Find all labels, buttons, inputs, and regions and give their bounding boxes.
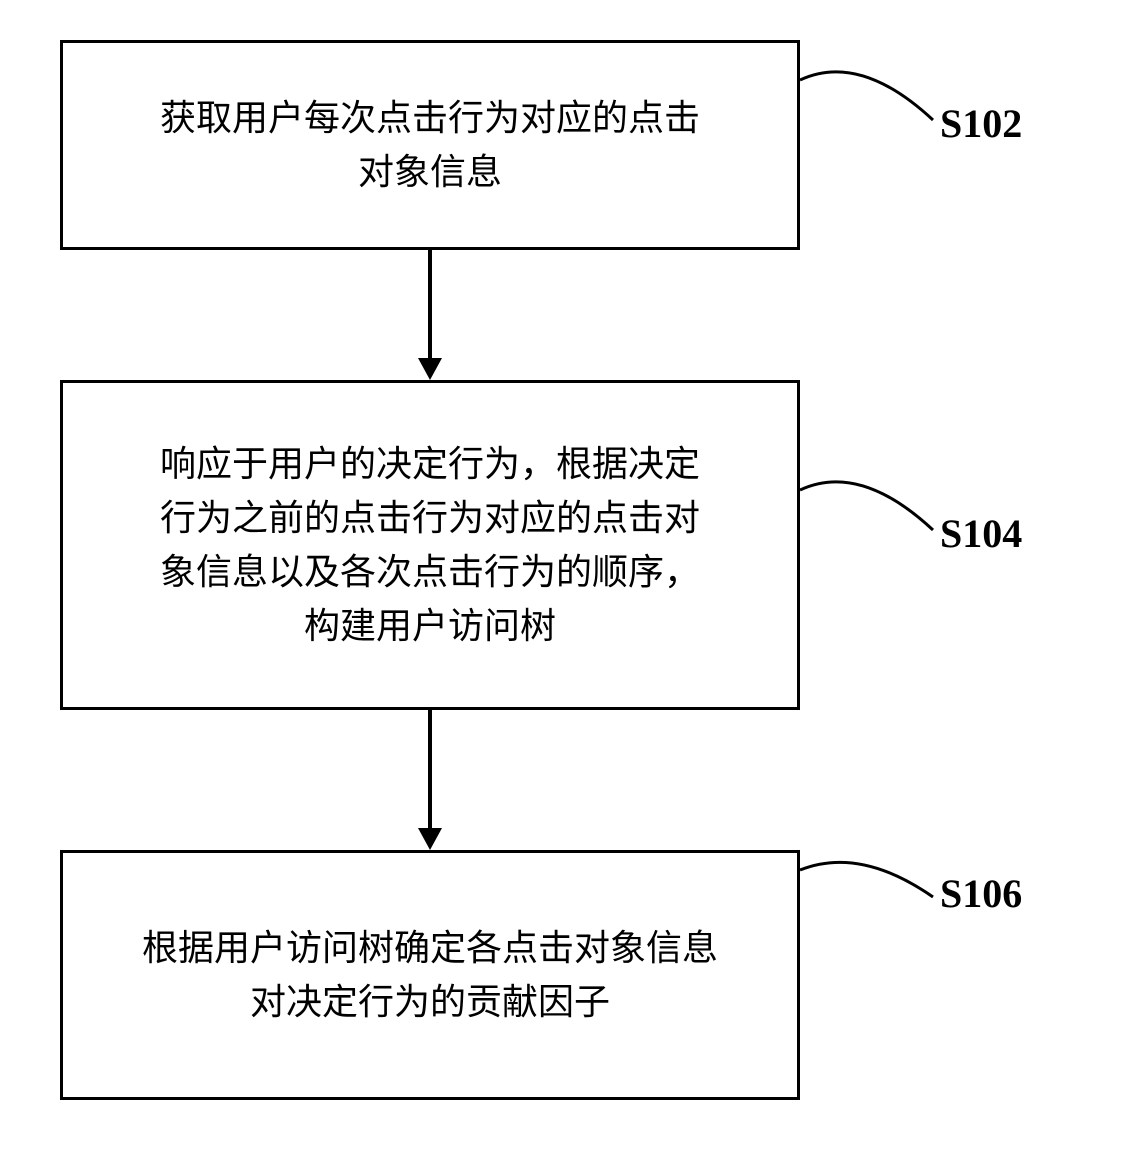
flow-node-s104: 响应于用户的决定行为，根据决定 行为之前的点击行为对应的点击对 象信息以及各次点… (60, 380, 800, 710)
connector-s102 (800, 60, 940, 140)
flow-node-s102: 获取用户每次点击行为对应的点击 对象信息 (60, 40, 800, 250)
node-text: 根据用户访问树确定各点击对象信息 对决定行为的贡献因子 (142, 921, 718, 1029)
step-label-s102: S102 (940, 100, 1022, 147)
arrow-head-2 (418, 828, 442, 850)
flowchart-canvas: 获取用户每次点击行为对应的点击 对象信息 S102 响应于用户的决定行为，根据决… (0, 0, 1126, 1149)
step-label-s104: S104 (940, 510, 1022, 557)
node-text: 获取用户每次点击行为对应的点击 对象信息 (160, 91, 700, 199)
arrow-head-1 (418, 358, 442, 380)
flow-node-s106: 根据用户访问树确定各点击对象信息 对决定行为的贡献因子 (60, 850, 800, 1100)
connector-s104 (800, 470, 940, 550)
arrow-s104-s106 (428, 710, 432, 828)
step-label-s106: S106 (940, 870, 1022, 917)
connector-s106 (800, 852, 940, 922)
node-text: 响应于用户的决定行为，根据决定 行为之前的点击行为对应的点击对 象信息以及各次点… (160, 437, 700, 653)
arrow-s102-s104 (428, 250, 432, 358)
